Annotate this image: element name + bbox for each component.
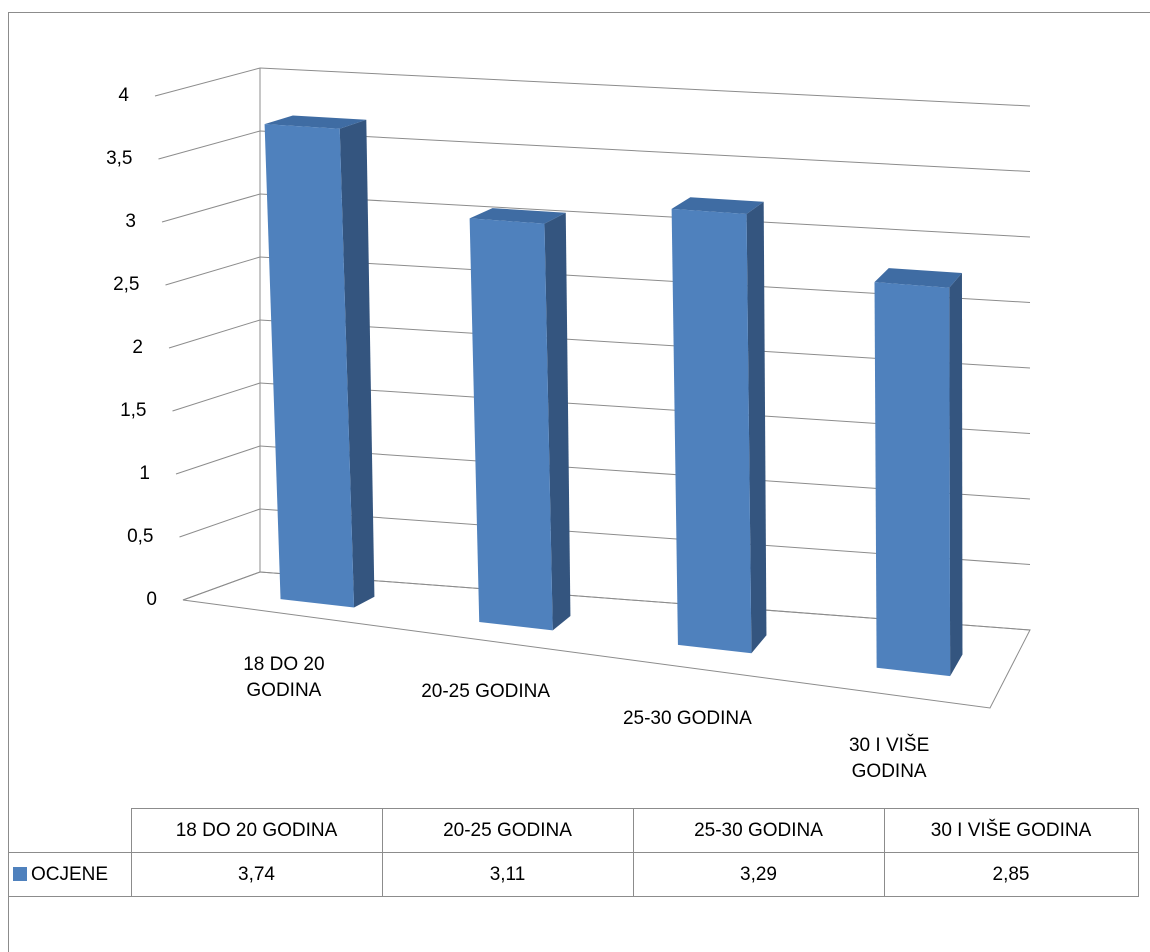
table-corner	[8, 808, 132, 853]
legend-cell: OCJENE	[8, 852, 132, 897]
y-tick-label: 1	[139, 463, 150, 484]
bar-side	[339, 119, 375, 608]
bar-side	[746, 201, 767, 654]
bar-top	[264, 115, 367, 129]
y-tick-label: 0	[146, 589, 157, 610]
chart-frame	[8, 12, 1150, 952]
grid-line	[154, 67, 261, 97]
grid-line	[168, 319, 261, 349]
bar-top	[671, 197, 764, 214]
legend-swatch	[13, 866, 27, 881]
grid-line	[172, 382, 261, 412]
table-value: 3,74	[130, 852, 383, 897]
data-table: 18 DO 20 GODINA 20-25 GODINA 25-30 GODIN…	[8, 808, 1139, 897]
y-tick-label: 4	[118, 85, 129, 106]
bar	[874, 282, 951, 677]
y-tick-label: 3,5	[106, 148, 132, 169]
bar-side	[949, 273, 963, 677]
x-tick-label: 20-25 GODINA	[421, 680, 551, 702]
grid-line	[259, 130, 1031, 172]
chart: 0 0,5 1 1,5 2 2,5 3 3,5 4	[106, 67, 1031, 709]
y-tick-label: 3	[125, 211, 136, 232]
grid-line	[259, 193, 1031, 238]
legend-label: OCJENE	[31, 863, 109, 885]
grid-line	[182, 571, 261, 601]
bar-side	[544, 212, 571, 631]
table-header: 20-25 GODINA	[381, 808, 634, 853]
table-value: 3,29	[632, 852, 885, 897]
bar	[469, 218, 553, 631]
x-tick-label: 25-30 GODINA	[622, 707, 752, 729]
grid-line	[158, 130, 261, 160]
x-tick-label: 30 I VIŠE GODINA	[848, 734, 930, 782]
bar-top	[469, 208, 566, 224]
table-value: 3,11	[381, 852, 634, 897]
grid-line	[259, 67, 1031, 107]
table-header: 18 DO 20 GODINA	[130, 808, 383, 853]
grid-line	[175, 445, 261, 475]
table-header: 25-30 GODINA	[632, 808, 885, 853]
y-tick-label: 0,5	[127, 526, 153, 547]
y-tick-label: 2,5	[113, 274, 139, 295]
table-header: 30 I VIŠE GODINA	[883, 808, 1139, 853]
y-tick-label: 1,5	[120, 400, 146, 421]
grid-line	[161, 193, 261, 223]
grid-line	[165, 256, 261, 286]
grid-line	[179, 508, 261, 538]
table-value: 2,85	[883, 852, 1139, 897]
y-tick-label: 2	[132, 337, 143, 358]
bar	[671, 208, 752, 654]
bar-top	[874, 268, 962, 288]
bar	[264, 124, 355, 608]
x-tick-label: 18 DO 20 GODINA	[243, 653, 325, 701]
